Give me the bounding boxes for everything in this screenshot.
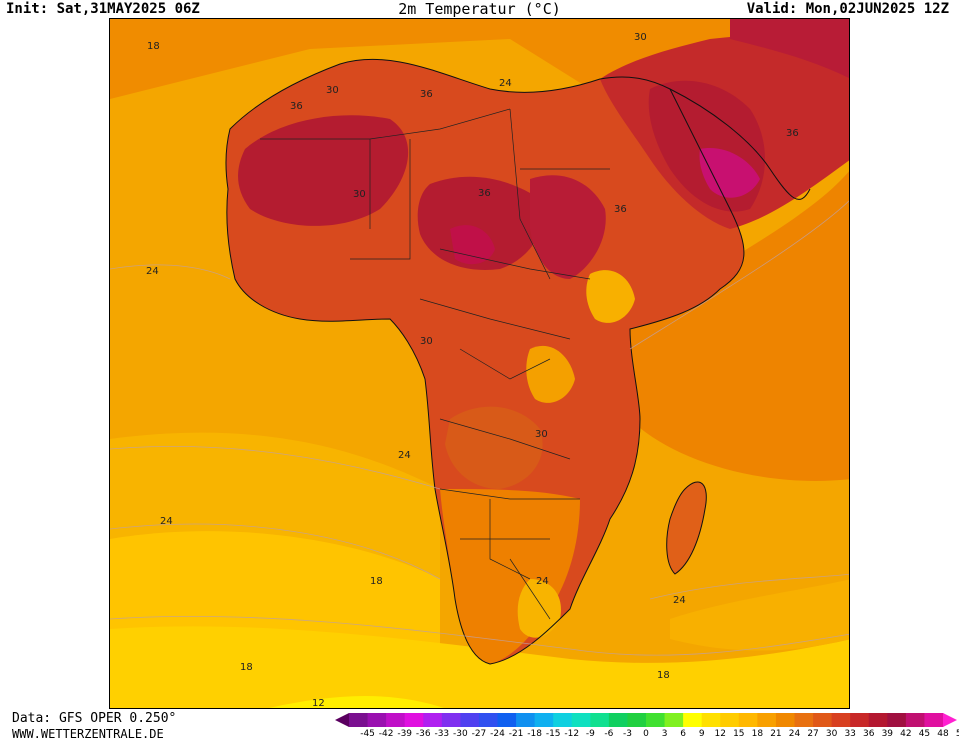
contour-label: 30: [634, 32, 647, 43]
scale-tick-label: 36: [863, 729, 875, 739]
scale-tick-label: 6: [680, 729, 686, 739]
scale-tick-label: -21: [508, 729, 524, 739]
contour-label: 30: [353, 189, 366, 200]
scale-swatch: [905, 713, 925, 727]
scale-tick-label: 33: [844, 729, 856, 739]
scale-tick-label: 48: [937, 729, 949, 739]
scale-tick-label: 51: [955, 729, 959, 739]
scale-tick-label: 15: [733, 729, 745, 739]
scale-tick-label: 39: [881, 729, 894, 739]
scale-swatch: [460, 713, 480, 727]
scale-swatch: [683, 713, 703, 727]
scale-tick-label: -30: [453, 729, 468, 739]
color-scale-ticks: -45 -42 -39 -36 -33 -30 -27 -24 -21 -18 -15 -12 -9 -6…: [335, 729, 959, 741]
scale-swatch: [646, 713, 666, 727]
contour-label: 24: [673, 595, 686, 606]
scale-arrow-low: [335, 713, 349, 727]
scale-tick-label: 3: [661, 729, 668, 739]
valid-time-label: Valid: Mon,02JUN2025 12Z: [746, 1, 949, 17]
scale-swatch: [850, 713, 870, 727]
scale-tick-label: 27: [807, 729, 819, 739]
scale-swatch: [887, 713, 907, 727]
scale-swatch: [813, 713, 833, 727]
contour-label: 24: [536, 576, 549, 587]
scale-tick-label: -9: [585, 729, 595, 739]
scale-tick-label: 9: [698, 729, 705, 739]
scale-swatch: [404, 713, 424, 727]
scale-swatch: [534, 713, 554, 727]
scale-swatch: [794, 713, 814, 727]
scale-tick-label: 18: [751, 729, 764, 739]
contour-label: 36: [290, 101, 303, 112]
contour-label: 24: [398, 450, 411, 461]
scale-swatch: [831, 713, 851, 727]
scale-swatch: [868, 713, 888, 727]
scale-tick-label: -18: [527, 729, 542, 739]
scale-tick-label: -45: [360, 729, 375, 739]
scale-swatch: [627, 713, 647, 727]
scale-swatch: [497, 713, 517, 727]
scale-swatch: [775, 713, 795, 727]
scale-tick-label: -39: [397, 729, 413, 739]
contour-label: 24: [499, 78, 512, 89]
scale-swatch: [423, 713, 443, 727]
scale-swatch: [367, 713, 387, 727]
scale-swatch: [590, 713, 610, 727]
contour-label: 12: [312, 698, 325, 709]
scale-tick-label: -27: [471, 729, 487, 739]
scale-tick-label: -24: [490, 729, 505, 739]
scale-tick-label: -15: [545, 729, 561, 739]
contour-label: 36: [786, 128, 799, 139]
scale-swatch: [701, 713, 721, 727]
scale-swatch: [571, 713, 591, 727]
scale-swatch: [553, 713, 573, 727]
scale-swatch: [349, 713, 369, 727]
color-scale-bar: [335, 713, 957, 727]
scale-tick-label: -36: [415, 729, 431, 739]
map-title: 2m Temperatur (°C): [398, 0, 561, 18]
scale-tick-label: -33: [434, 729, 450, 739]
contour-label: 30: [326, 85, 339, 96]
contour-label: 36: [420, 89, 433, 100]
scale-swatch: [757, 713, 777, 727]
scale-tick-label: 21: [770, 729, 782, 739]
scale-swatch: [738, 713, 758, 727]
scale-swatch: [664, 713, 684, 727]
scale-tick-label: 30: [825, 729, 838, 739]
data-source-label: Data: GFS OPER 0.250°: [12, 711, 177, 726]
scale-tick-label: 12: [714, 729, 726, 739]
contour-label: 24: [160, 516, 173, 527]
scale-swatch: [608, 713, 628, 727]
scale-tick-label: -42: [378, 729, 394, 739]
color-scale-legend: -45 -42 -39 -36 -33 -30 -27 -24 -21 -18 -15 -12 -9 -6…: [335, 712, 959, 741]
scale-swatch: [386, 713, 406, 727]
temperature-map: 18 30 24 36 30 36 30 36 36 24 36 30 30 2…: [109, 18, 850, 709]
scale-swatch: [516, 713, 536, 727]
contour-label: 30: [420, 336, 433, 347]
temperature-field: 18 30 24 36 30 36 30 36 36 24 36 30 30 2…: [110, 19, 849, 709]
contour-label: 24: [146, 266, 159, 277]
scale-swatch: [720, 713, 740, 727]
contour-label: 18: [240, 662, 253, 673]
contour-label: 18: [370, 576, 383, 587]
contour-label: 36: [614, 204, 627, 215]
scale-tick-label: 45: [918, 729, 931, 739]
contour-label: 36: [478, 188, 491, 199]
scale-swatch: [441, 713, 461, 727]
contour-label: 30: [535, 429, 548, 440]
website-label: WWW.WETTERZENTRALE.DE: [12, 727, 164, 741]
scale-swatch: [924, 713, 944, 727]
scale-tick-label: 42: [900, 729, 912, 739]
scale-tick-label: 0: [643, 729, 649, 739]
contour-label: 18: [657, 670, 670, 681]
init-time-label: Init: Sat,31MAY2025 06Z: [6, 1, 200, 17]
scale-swatch: [478, 713, 498, 727]
scale-tick-label: -3: [622, 729, 632, 739]
scale-tick-label: -6: [604, 729, 614, 739]
contour-label: 18: [147, 41, 160, 52]
scale-tick-label: 24: [788, 729, 801, 739]
scale-arrow-high: [943, 713, 957, 727]
scale-tick-label: -12: [564, 729, 580, 739]
